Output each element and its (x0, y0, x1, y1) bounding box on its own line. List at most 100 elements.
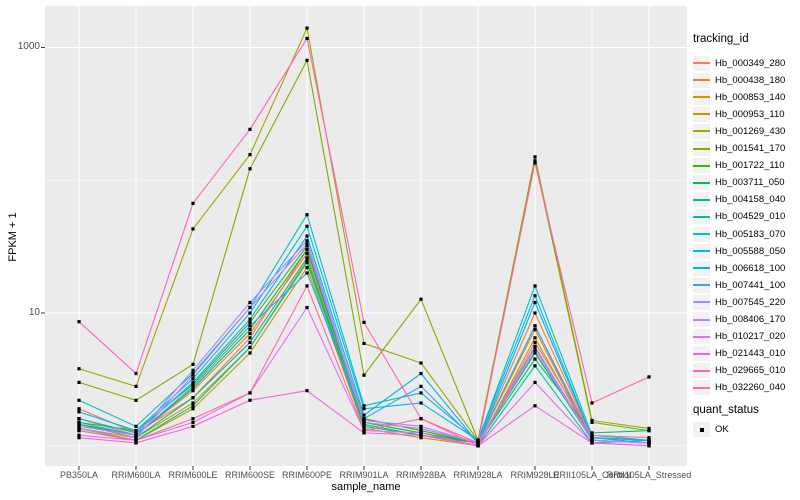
x-tick-label: RRIM928LA (453, 470, 503, 480)
legend-item-label: Hb_000349_280 (715, 57, 786, 69)
y-axis-title: FPKM + 1 (7, 212, 19, 262)
legend: tracking_id Hb_000349_280 Hb_000438_180 Hb… (692, 0, 800, 500)
legend-item-label: Hb_001541_170 (715, 143, 786, 154)
legend-item-quant-ok: OK (693, 421, 729, 438)
legend-item: Hb_005588_050 (693, 243, 785, 260)
legend-item-label: Hb_004158_040 (715, 194, 786, 206)
legend-item: Hb_000853_140 (693, 89, 785, 106)
legend-item-label: Hb_006618_100 (715, 262, 786, 274)
x-tick-label: RRIM901LA (339, 470, 389, 480)
legend-title-tracking-id: tracking_id (693, 33, 749, 45)
legend-item: Hb_029665_010 (693, 362, 785, 379)
legend-key (693, 277, 710, 293)
x-tick-label: RRIM600SE (224, 470, 276, 480)
legend-line-icon (693, 130, 710, 133)
x-tick-label: RRIM928BA (395, 470, 447, 480)
x-tick-label: RRIM600LA (111, 470, 161, 480)
legend-line-icon (693, 284, 710, 287)
legend-key (693, 106, 710, 122)
legend-title-quant-status: quant_status (693, 404, 759, 416)
legend-line-icon (693, 215, 710, 218)
legend-line-icon (693, 164, 710, 167)
legend-key (693, 312, 710, 327)
legend-key (693, 260, 710, 276)
legend-item-label: Hb_001722_110 (715, 160, 785, 172)
legend-line-icon (693, 96, 710, 99)
legend-item-label: Hb_005588_050 (715, 245, 786, 257)
legend-key (693, 123, 710, 139)
legend-line-icon (693, 352, 710, 355)
legend-key (693, 55, 710, 71)
legend-key (693, 89, 710, 105)
legend-item: Hb_004158_040 (693, 191, 785, 208)
legend-line-icon (693, 318, 710, 321)
legend-line-icon (693, 250, 710, 253)
legend-item: Hb_001269_430 (693, 123, 785, 140)
x-tick-label: RRIM600PE (281, 470, 333, 480)
legend-line-icon (693, 267, 710, 270)
legend-item: Hb_010217_020 (693, 328, 785, 345)
legend-line-icon (693, 198, 710, 201)
legend-key (693, 329, 710, 345)
legend-line-icon (693, 369, 710, 372)
legend-key (693, 363, 710, 379)
legend-item-label: Hb_000953_110 (715, 108, 785, 120)
legend-key (693, 209, 710, 225)
y-axis-tick-label: 10 (28, 307, 40, 318)
legend-key (693, 422, 710, 437)
legend-key (693, 294, 710, 310)
x-tick-label: RRIM600LE (168, 470, 218, 480)
x-axis-title: sample_name (331, 481, 401, 493)
legend-key (693, 226, 710, 242)
legend-item: Hb_007545_220 (693, 294, 785, 311)
legend-item-label: Hb_008406_170 (715, 314, 786, 325)
y-axis-tick-label: 1000 (17, 41, 40, 52)
legend-item: Hb_007441_100 (693, 277, 785, 294)
legend-key (693, 346, 710, 362)
legend-item-label: OK (715, 424, 729, 435)
legend-item: Hb_006618_100 (693, 260, 785, 277)
legend-item-label: Hb_000438_180 (715, 74, 786, 86)
legend-item: Hb_000349_280 (693, 55, 785, 72)
legend-item-label: Hb_001269_430 (715, 125, 786, 137)
legend-line-icon (693, 113, 710, 116)
legend-key (693, 175, 710, 191)
legend-key (693, 141, 710, 156)
legend-item-label: Hb_029665_010 (715, 365, 786, 377)
legend-key (693, 158, 710, 174)
legend-line-icon (693, 62, 710, 64)
legend-key (693, 380, 710, 396)
legend-key (693, 243, 710, 259)
legend-item-label: Hb_007441_100 (715, 279, 786, 291)
black-square-point-icon (699, 427, 704, 432)
x-tick-label: RRII105LA_Stressed (606, 470, 692, 480)
legend-item: Hb_000953_110 (693, 106, 785, 123)
x-tick-label: PB350LA (59, 470, 99, 480)
x-tick-label: RRIM928LE (510, 470, 560, 480)
x-tick-label: RRII105LA_Control (552, 470, 632, 480)
legend-line-icon (693, 79, 710, 82)
legend-item-label: Hb_005183_070 (715, 228, 786, 240)
legend-item-label: Hb_010217_020 (715, 331, 786, 343)
legend-item-label: Hb_007545_220 (715, 296, 786, 308)
legend-item-label: Hb_032260_040 (715, 382, 786, 394)
legend-item: Hb_021443_010 (693, 345, 785, 362)
legend-line-icon (693, 335, 710, 338)
legend-item-label: Hb_000853_140 (715, 91, 786, 103)
legend-line-icon (693, 301, 710, 304)
legend-item: Hb_001541_170 (693, 140, 785, 157)
legend-item-label: Hb_021443_010 (715, 348, 786, 360)
legend-item-label: Hb_003711_050 (715, 177, 785, 189)
legend-key (693, 72, 710, 88)
legend-item: Hb_003711_050 (693, 174, 785, 191)
legend-item: Hb_008406_170 (693, 311, 785, 328)
legend-line-icon (693, 233, 710, 235)
legend-item-label: Hb_004529_010 (715, 211, 786, 223)
legend-item: Hb_032260_040 (693, 379, 785, 396)
legend-item: Hb_000438_180 (693, 72, 785, 89)
legend-line-icon (693, 181, 710, 184)
legend-item: Hb_001722_110 (693, 157, 785, 174)
legend-line-icon (693, 147, 710, 150)
